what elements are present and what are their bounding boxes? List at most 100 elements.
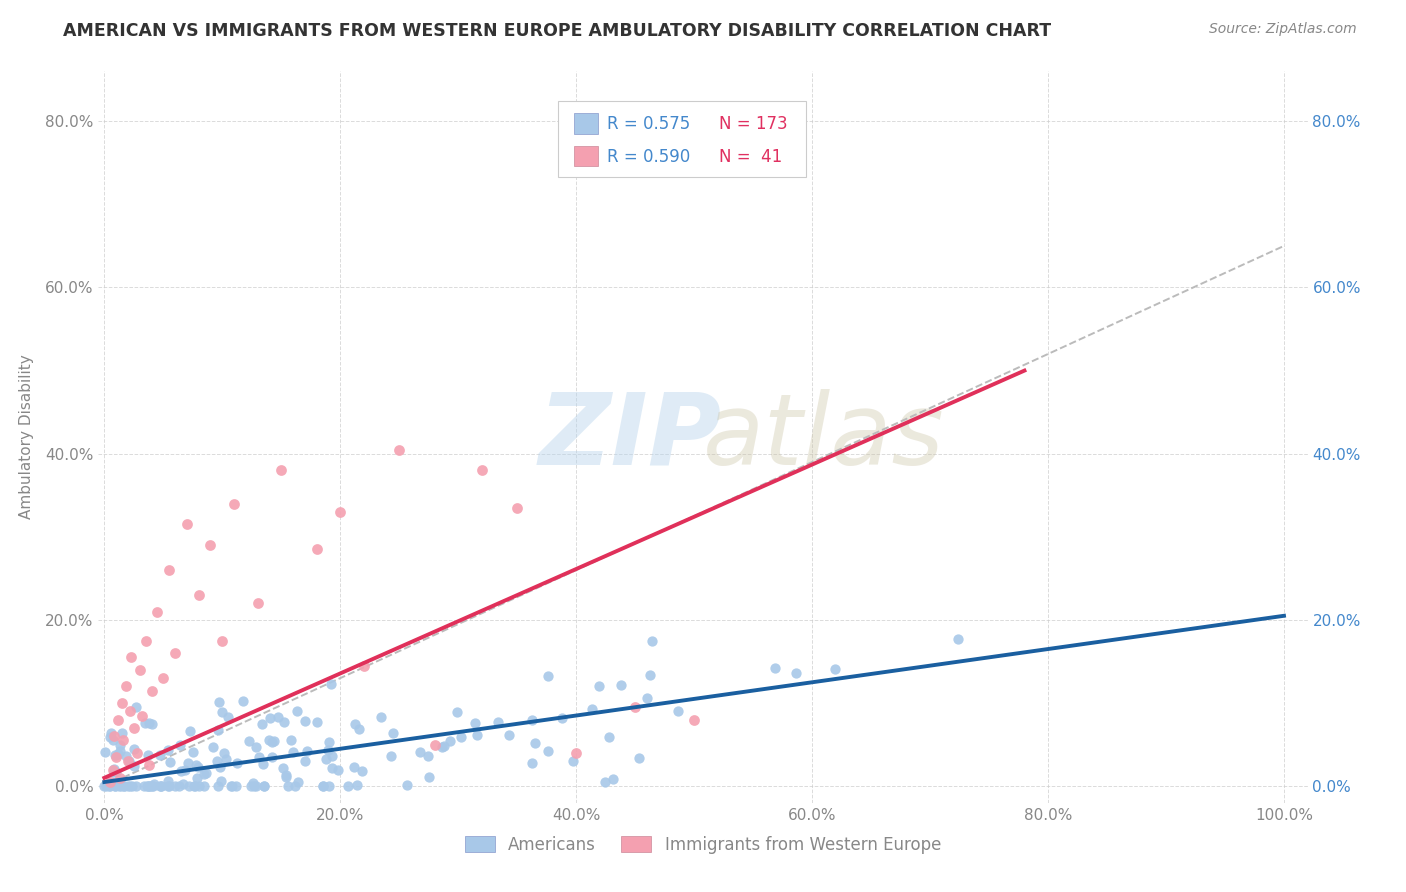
- Point: [311, 779, 333, 793]
- Point: [159, 756, 181, 770]
- Point: [122, 721, 145, 735]
- Point: [195, 765, 218, 780]
- Point: [122, 742, 145, 756]
- Point: [329, 505, 352, 519]
- Point: [353, 658, 375, 673]
- Point: [146, 605, 169, 619]
- Point: [418, 771, 440, 785]
- Point: [142, 777, 165, 791]
- Point: [294, 714, 316, 728]
- Point: [418, 749, 440, 764]
- Point: [212, 746, 235, 760]
- Point: [157, 563, 180, 577]
- Point: [111, 696, 134, 710]
- Point: [260, 735, 283, 749]
- Point: [104, 748, 127, 763]
- Point: [217, 710, 239, 724]
- Text: N =  41: N = 41: [718, 148, 782, 166]
- Point: [423, 738, 446, 752]
- Point: [346, 778, 368, 792]
- Point: [152, 671, 174, 685]
- Point: [149, 779, 172, 793]
- Point: [450, 731, 472, 745]
- Point: [948, 632, 970, 647]
- Point: [176, 517, 198, 532]
- Point: [150, 779, 173, 793]
- Point: [100, 779, 122, 793]
- Point: [186, 771, 208, 785]
- Point: [110, 744, 132, 758]
- Point: [141, 779, 163, 793]
- Point: [101, 733, 124, 747]
- Point: [464, 716, 486, 731]
- Point: [101, 775, 124, 789]
- Point: [370, 710, 392, 724]
- Point: [188, 779, 211, 793]
- Point: [252, 717, 274, 731]
- Point: [163, 779, 186, 793]
- Point: [138, 758, 160, 772]
- Point: [131, 708, 153, 723]
- Point: [627, 751, 650, 765]
- Point: [104, 779, 127, 793]
- Point: [125, 779, 148, 793]
- Point: [177, 779, 200, 793]
- Point: [471, 463, 494, 477]
- Point: [93, 779, 115, 793]
- Point: [245, 779, 267, 793]
- Point: [273, 714, 295, 729]
- Point: [207, 779, 229, 793]
- Point: [537, 669, 560, 683]
- Point: [108, 738, 131, 752]
- Point: [115, 748, 138, 763]
- Point: [824, 662, 846, 676]
- Point: [121, 779, 143, 793]
- Point: [683, 713, 706, 727]
- Point: [122, 759, 145, 773]
- Point: [221, 779, 243, 793]
- Point: [136, 779, 159, 793]
- Point: [446, 705, 468, 719]
- Point: [104, 764, 127, 779]
- Point: [98, 775, 121, 789]
- Point: [124, 700, 146, 714]
- Bar: [574, 146, 598, 167]
- Point: [181, 745, 204, 759]
- Point: [565, 746, 588, 760]
- Point: [778, 155, 800, 169]
- Point: [352, 764, 374, 779]
- Point: [465, 728, 488, 742]
- Point: [343, 760, 366, 774]
- Point: [134, 716, 156, 731]
- Point: [226, 756, 249, 770]
- Point: [128, 663, 150, 677]
- Text: AMERICAN VS IMMIGRANTS FROM WESTERN EUROPE AMBULATORY DISABILITY CORRELATION CHA: AMERICAN VS IMMIGRANTS FROM WESTERN EURO…: [63, 22, 1052, 40]
- Point: [520, 714, 543, 728]
- Point: [277, 779, 299, 793]
- Point: [253, 779, 276, 793]
- Point: [439, 734, 461, 748]
- Point: [187, 588, 209, 602]
- Point: [498, 728, 520, 742]
- Point: [259, 711, 281, 725]
- Point: [307, 714, 329, 729]
- Point: [149, 747, 172, 762]
- Point: [257, 733, 280, 747]
- Point: [537, 743, 560, 757]
- Point: [107, 779, 129, 793]
- Point: [281, 745, 304, 759]
- Text: Source: ZipAtlas.com: Source: ZipAtlas.com: [1209, 22, 1357, 37]
- Point: [172, 777, 194, 791]
- Point: [221, 779, 243, 793]
- Point: [520, 756, 543, 770]
- Point: [136, 779, 159, 793]
- Point: [294, 754, 316, 768]
- Text: N = 173: N = 173: [718, 115, 787, 133]
- Point: [107, 713, 129, 727]
- Point: [139, 779, 162, 793]
- Point: [170, 764, 193, 778]
- Point: [486, 714, 509, 729]
- Point: [319, 676, 342, 690]
- Point: [593, 775, 616, 789]
- Point: [321, 761, 343, 775]
